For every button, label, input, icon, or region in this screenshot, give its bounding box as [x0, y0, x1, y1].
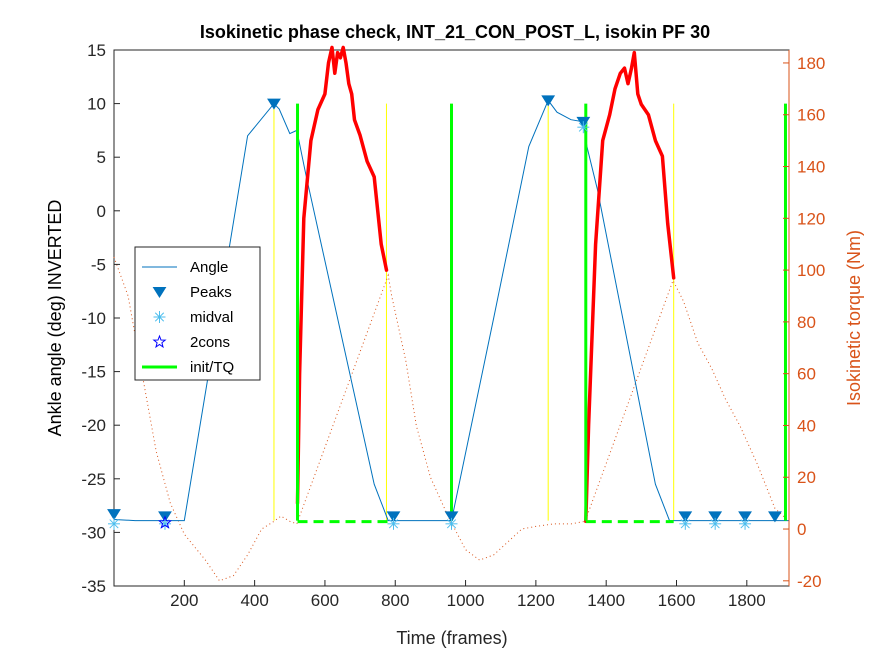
legend-items: Angle Peaks midval 2cons init/TQ [142, 259, 234, 376]
yellow-markers [273, 103, 675, 521]
peak-marker [386, 511, 401, 523]
y-tick-label-left: 10 [87, 95, 106, 114]
y-tick-label-left: -5 [91, 255, 106, 274]
midval-marker [709, 517, 722, 530]
peak-marker [768, 511, 782, 523]
legend: Angle Peaks midval 2cons init/TQ [134, 246, 261, 381]
peak-marker [678, 511, 693, 523]
torque-dotted-line [113, 256, 790, 582]
midval-marker [679, 517, 692, 530]
x-tick-label: 400 [240, 591, 268, 610]
angle-layer [113, 99, 789, 522]
peak-marker [267, 98, 281, 110]
peak-marker [738, 511, 752, 523]
x-tick-label: 600 [311, 591, 339, 610]
y-tick-label-right: 140 [797, 158, 825, 177]
torque-isokinetic-line [295, 45, 389, 505]
peak-marker [708, 511, 723, 523]
y-tick-label-left: -15 [81, 363, 106, 382]
x-tick-label: 1000 [447, 591, 485, 610]
y-axis-right: 180 160 140 120 100 80 60 40 20 0 -20 [783, 50, 825, 591]
x-axis-label: Time (frames) [396, 628, 507, 648]
legend-swatch-midval [153, 311, 166, 323]
y-tick-label-left: 15 [87, 41, 106, 60]
y-tick-label-right: 0 [797, 520, 806, 539]
y-tick-label-left: -25 [81, 470, 106, 489]
torque-isokinetic-layer [295, 45, 676, 524]
x-tick-label: 1200 [517, 591, 555, 610]
x-tick-label: 1800 [728, 591, 766, 610]
legend-label: Peaks [190, 284, 232, 301]
y-tick-label-right: 40 [797, 416, 816, 435]
y-tick-label-right: 120 [797, 209, 825, 228]
legend-label: 2cons [190, 334, 230, 351]
y-tick-label-left: 5 [97, 148, 106, 167]
midval-marker [108, 517, 120, 530]
x-axis: 200 400 600 800 1000 1200 1400 1600 1800 [170, 580, 766, 610]
peak-marker [541, 95, 556, 107]
y-axis-label-left: Ankle angle (deg) INVERTED [45, 200, 65, 437]
midval-marker [387, 517, 400, 530]
y-tick-label-right: 20 [797, 468, 816, 487]
marker-layer [107, 95, 782, 530]
legend-label: midval [190, 309, 233, 326]
x-tick-label: 200 [170, 591, 198, 610]
torque-dotted-layer [113, 256, 790, 582]
y-tick-label-right: 100 [797, 261, 825, 280]
peak-marker [107, 509, 121, 521]
y-tick-label-right: 180 [797, 54, 825, 73]
midval-marker [739, 517, 752, 530]
torque-isokinetic-line [584, 50, 676, 524]
y-axis-left: 15 10 5 0 -5 -10 -15 -20 -25 -30 -35 [81, 41, 120, 596]
x-tick-label: 1600 [658, 591, 696, 610]
y-axis-label-right: Isokinetic torque (Nm) [844, 230, 864, 406]
y-tick-label-right: 160 [797, 106, 825, 125]
y-tick-label-right: 80 [797, 313, 816, 332]
chart-title: Isokinetic phase check, INT_21_CON_POST_… [200, 22, 710, 42]
y-tick-label-right: -20 [797, 572, 822, 591]
y-tick-label-left: 0 [97, 202, 106, 221]
x-tick-label: 800 [381, 591, 409, 610]
y-tick-label-left: -35 [81, 577, 106, 596]
angle-line [113, 99, 789, 522]
y-tick-label-left: -10 [81, 309, 106, 328]
peak-marker [444, 511, 459, 523]
midval-marker [577, 121, 590, 134]
legend-label: Angle [190, 259, 228, 276]
y-tick-label-right: 60 [797, 365, 816, 384]
init-tq-layer [296, 103, 787, 524]
legend-swatch-peaks [152, 287, 167, 299]
cons-marker [157, 515, 173, 529]
y-tick-label-left: -20 [81, 416, 106, 435]
x-tick-label: 1400 [587, 591, 625, 610]
midval-marker [445, 517, 458, 530]
legend-label: init/TQ [190, 359, 234, 376]
y-tick-label-left: -30 [81, 523, 106, 542]
legend-swatch-cons [152, 334, 167, 349]
